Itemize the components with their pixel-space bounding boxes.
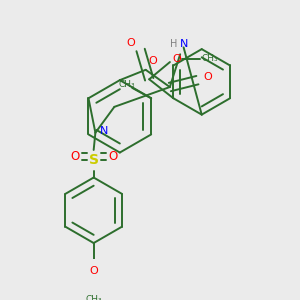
Text: CH₃: CH₃ bbox=[119, 80, 135, 89]
Text: S: S bbox=[89, 153, 99, 167]
Text: O: O bbox=[203, 72, 212, 82]
Text: H: H bbox=[169, 39, 177, 49]
Text: O: O bbox=[70, 150, 79, 163]
Text: N: N bbox=[100, 126, 108, 136]
Text: O: O bbox=[172, 54, 181, 64]
Text: N: N bbox=[179, 39, 188, 49]
Text: O: O bbox=[89, 266, 98, 276]
Text: CH₃: CH₃ bbox=[201, 54, 218, 63]
Text: O: O bbox=[108, 150, 117, 163]
Text: O: O bbox=[126, 38, 135, 48]
Text: CH₃: CH₃ bbox=[85, 296, 102, 300]
Text: O: O bbox=[148, 56, 157, 66]
